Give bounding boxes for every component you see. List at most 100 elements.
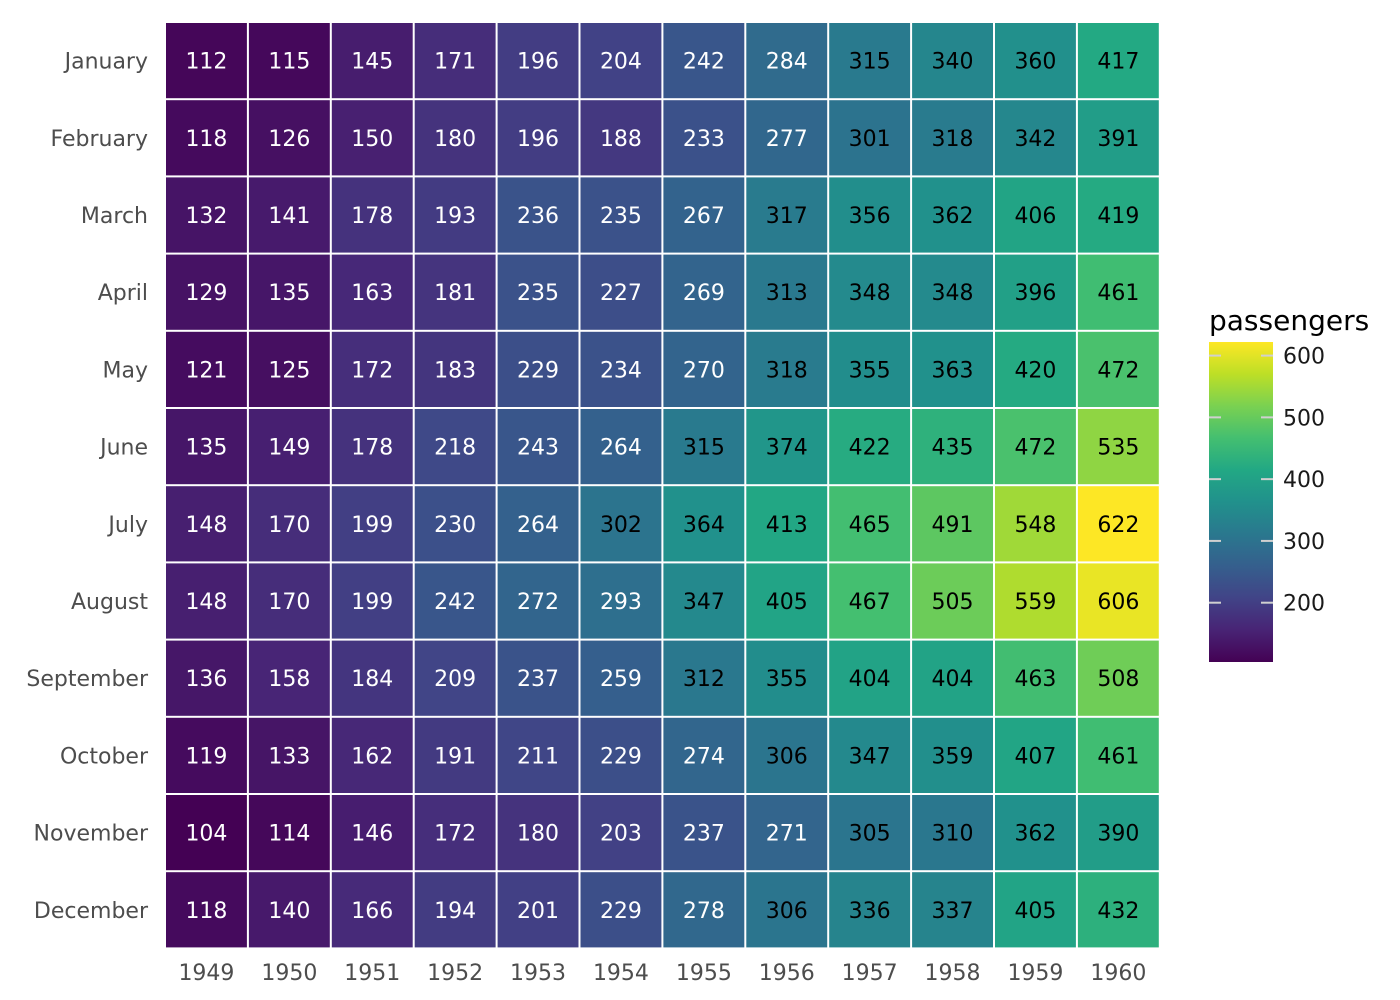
cell-value-label: 172 xyxy=(434,822,476,847)
cell-value-label: 204 xyxy=(600,50,642,75)
cell-value-label: 312 xyxy=(683,667,725,692)
heatmap-cell xyxy=(331,795,413,871)
heatmap-cell xyxy=(663,563,745,639)
cell-value-label: 274 xyxy=(683,744,725,769)
cell-value-label: 463 xyxy=(1014,667,1056,692)
heatmap-cell xyxy=(248,254,330,330)
row-label: October xyxy=(60,744,149,769)
cell-value-label: 170 xyxy=(268,513,310,538)
cell-value-label: 340 xyxy=(932,50,974,75)
heatmap-cell xyxy=(497,177,579,253)
colorbar-tick-label: 400 xyxy=(1283,468,1325,493)
cell-value-label: 336 xyxy=(849,899,891,924)
heatmap-cell xyxy=(995,563,1076,639)
heatmap-cell xyxy=(746,486,828,562)
row-label: December xyxy=(34,899,149,924)
row-label: July xyxy=(106,513,148,538)
cell-value-label: 183 xyxy=(434,358,476,383)
heatmap-cell xyxy=(248,331,330,407)
heatmap-cell xyxy=(912,254,993,330)
cell-value-label: 396 xyxy=(1014,281,1056,306)
cell-value-label: 229 xyxy=(517,358,559,383)
heatmap-cell xyxy=(663,177,745,253)
cell-value-label: 121 xyxy=(185,358,227,383)
heatmap-cell xyxy=(829,100,911,176)
heatmap-cell xyxy=(331,717,413,793)
row-label: September xyxy=(26,667,149,692)
cell-value-label: 278 xyxy=(683,899,725,924)
heatmap-cell xyxy=(1077,23,1159,99)
column-label: 1960 xyxy=(1090,961,1146,986)
heatmap-cell xyxy=(166,640,247,716)
cell-value-label: 193 xyxy=(434,204,476,229)
cell-value-label: 413 xyxy=(766,513,808,538)
heatmap-cell xyxy=(248,486,330,562)
row-labels: January February March April May June July Augu… xyxy=(26,50,149,924)
row-label: May xyxy=(103,358,148,383)
cell-value-label: 229 xyxy=(600,899,642,924)
heatmap-cell xyxy=(166,177,247,253)
heatmap-cell xyxy=(663,795,745,871)
heatmap-cell xyxy=(166,486,247,562)
heatmap-cells: 112 115 145 171 196 204 242 284 315 340 360 417 118 1… xyxy=(166,23,1159,948)
cell-value-label: 181 xyxy=(434,281,476,306)
cell-value-label: 237 xyxy=(517,667,559,692)
heatmap-cell xyxy=(580,563,662,639)
cell-value-label: 404 xyxy=(932,667,974,692)
cell-value-label: 196 xyxy=(517,50,559,75)
heatmap-cell xyxy=(1077,717,1159,793)
heatmap-cell xyxy=(912,331,993,407)
cell-value-label: 432 xyxy=(1097,899,1139,924)
heatmap-cell xyxy=(829,331,911,407)
heatmap-cell xyxy=(166,254,247,330)
heatmap-cell xyxy=(663,331,745,407)
cell-value-label: 606 xyxy=(1097,590,1139,615)
heatmap-cell xyxy=(497,563,579,639)
heatmap-cell xyxy=(829,717,911,793)
heatmap-cell xyxy=(166,409,247,485)
heatmap-cell xyxy=(1077,100,1159,176)
heatmap-cell xyxy=(912,872,993,948)
cell-value-label: 235 xyxy=(517,281,559,306)
heatmap-cell xyxy=(497,409,579,485)
heatmap-cell xyxy=(497,640,579,716)
colorbar-tick-label: 600 xyxy=(1283,345,1325,370)
cell-value-label: 465 xyxy=(849,513,891,538)
cell-value-label: 305 xyxy=(849,822,891,847)
cell-value-label: 271 xyxy=(766,822,808,847)
cell-value-label: 194 xyxy=(434,899,476,924)
heatmap-cell xyxy=(331,640,413,716)
heatmap-cell xyxy=(912,795,993,871)
cell-value-label: 337 xyxy=(932,899,974,924)
cell-value-label: 404 xyxy=(849,667,891,692)
heatmap-cell xyxy=(663,409,745,485)
cell-value-label: 125 xyxy=(268,358,310,383)
cell-value-label: 284 xyxy=(766,50,808,75)
colorbar-title: passengers xyxy=(1209,304,1369,337)
heatmap-cell xyxy=(414,254,496,330)
heatmap-cell xyxy=(331,409,413,485)
cell-value-label: 406 xyxy=(1014,204,1056,229)
cell-value-label: 622 xyxy=(1097,513,1139,538)
heatmap-cell xyxy=(746,640,828,716)
cell-value-label: 355 xyxy=(766,667,808,692)
cell-value-label: 270 xyxy=(683,358,725,383)
cell-value-label: 170 xyxy=(268,590,310,615)
column-label: 1949 xyxy=(178,961,234,986)
cell-value-label: 209 xyxy=(434,667,476,692)
row-label: April xyxy=(98,281,148,306)
heatmap-cell xyxy=(331,177,413,253)
cell-value-label: 135 xyxy=(185,436,227,461)
heatmap-cell xyxy=(166,872,247,948)
heatmap-cell xyxy=(746,872,828,948)
cell-value-label: 535 xyxy=(1097,436,1139,461)
cell-value-label: 236 xyxy=(517,204,559,229)
heatmap-cell xyxy=(1077,795,1159,871)
cell-value-label: 135 xyxy=(268,281,310,306)
cell-value-label: 146 xyxy=(351,822,393,847)
heatmap-cell xyxy=(663,486,745,562)
heatmap-cell xyxy=(829,486,911,562)
cell-value-label: 234 xyxy=(600,358,642,383)
heatmap-cell xyxy=(829,795,911,871)
